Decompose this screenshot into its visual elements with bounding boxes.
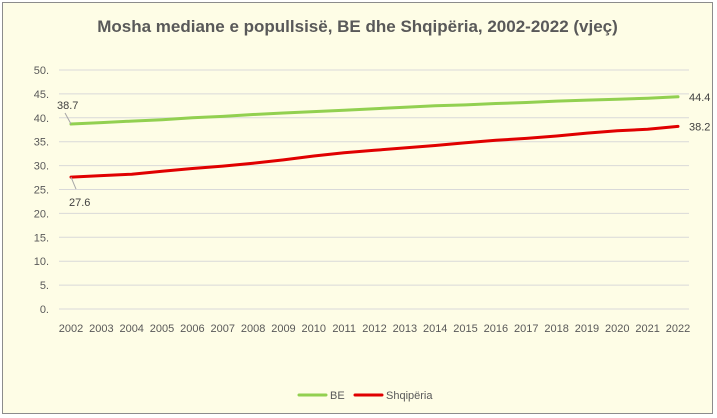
x-tick-label: 2006: [180, 323, 204, 335]
x-tick-label: 2019: [575, 323, 599, 335]
y-tick-label: 40.: [34, 113, 49, 125]
y-tick-label: 45.: [34, 89, 49, 101]
data-labels: 38.7 44.4 27.6 38.2: [57, 92, 710, 209]
x-tick-label: 2015: [453, 323, 477, 335]
data-label: 38.7: [57, 100, 78, 112]
x-tick-label: 2021: [635, 323, 659, 335]
data-label-leader: [70, 176, 77, 190]
x-tick-label: 2003: [89, 323, 113, 335]
x-tick-label: 2011: [332, 323, 356, 335]
series-lines: [69, 95, 680, 179]
x-tick-label: 2016: [484, 323, 508, 335]
data-label: 38.2: [689, 121, 710, 133]
y-tick-label: 30.: [34, 161, 49, 173]
data-label: 27.6: [69, 197, 90, 209]
x-tick-label: 2008: [241, 323, 265, 335]
chart-title: Mosha mediane e popullsisë, BE dhe Shqip…: [97, 17, 618, 36]
data-label: 44.4: [689, 92, 710, 104]
y-tick-label: 35.: [34, 137, 49, 149]
x-tick-label: 2013: [393, 323, 417, 335]
series-line-shqipëria: [69, 124, 680, 179]
y-tick-label: 5.: [40, 280, 49, 292]
gridlines: [59, 69, 689, 310]
line-chart: 0. 5. 10. 15. 20. 25. 30. 35. 40. 45. 50. 2002 2003 2…: [34, 65, 711, 402]
x-tick-label: 2017: [514, 323, 538, 335]
legend-label: BE: [330, 390, 345, 402]
series-line-be: [69, 95, 680, 126]
y-tick-label: 15.: [34, 232, 49, 244]
x-tick-label: 2009: [271, 323, 295, 335]
y-tick-label: 50.: [34, 65, 49, 77]
axis-labels: 0. 5. 10. 15. 20. 25. 30. 35. 40. 45. 50. 2002 2003 2…: [34, 65, 691, 335]
x-tick-label: 2005: [150, 323, 174, 335]
chart-frame: Mosha mediane e popullsisë, BE dhe Shqip…: [2, 2, 713, 414]
y-tick-label: 20.: [34, 208, 49, 220]
y-tick-label: 10.: [34, 256, 49, 268]
y-tick-label: 25.: [34, 185, 49, 197]
x-tick-label: 2020: [605, 323, 629, 335]
x-tick-label: 2002: [59, 323, 83, 335]
x-tick-label: 2004: [119, 323, 143, 335]
y-tick-label: 0.: [40, 304, 49, 316]
data-label-leader: [64, 112, 72, 125]
x-tick-label: 2018: [544, 323, 568, 335]
x-tick-label: 2007: [211, 323, 235, 335]
x-tick-label: 2012: [362, 323, 386, 335]
legend-label: Shqipëria: [386, 390, 433, 402]
x-tick-label: 2022: [666, 323, 690, 335]
x-tick-label: 2014: [423, 323, 447, 335]
x-tick-label: 2010: [302, 323, 326, 335]
legend: BE Shqipëria: [297, 390, 433, 402]
